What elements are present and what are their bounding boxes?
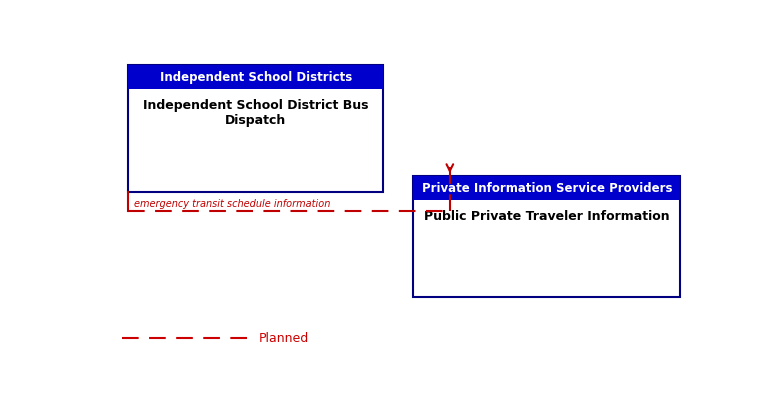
Bar (128, 65, 383, 192)
Text: emergency transit schedule information: emergency transit schedule information (135, 199, 330, 209)
Text: Independent School District Bus
Dispatch: Independent School District Bus Dispatch (143, 98, 368, 126)
Text: Independent School Districts: Independent School Districts (160, 71, 352, 84)
Text: Planned: Planned (258, 332, 309, 344)
Bar (128, 65, 383, 89)
Text: Private Information Service Providers: Private Information Service Providers (422, 182, 672, 195)
Text: Public Private Traveler Information: Public Private Traveler Information (424, 210, 669, 222)
Bar (413, 176, 680, 200)
Bar (413, 176, 680, 297)
